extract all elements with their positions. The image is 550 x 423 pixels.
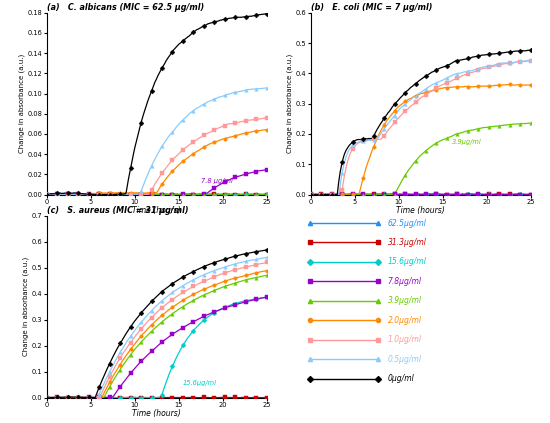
X-axis label: Time (hours): Time (hours) [133, 206, 181, 215]
Text: 0.5μg/ml: 0.5μg/ml [388, 355, 421, 364]
Text: (b)   E. coli (MIC = 7 μg/ml): (b) E. coli (MIC = 7 μg/ml) [311, 3, 432, 12]
Text: 15.6μg/ml: 15.6μg/ml [388, 258, 426, 266]
Text: 62.5μg/ml: 62.5μg/ml [388, 219, 426, 228]
X-axis label: Time (hours): Time (hours) [133, 409, 181, 418]
Y-axis label: Change in absorbance (a.u.): Change in absorbance (a.u.) [287, 54, 293, 153]
Y-axis label: Change in absorbance (a.u.): Change in absorbance (a.u.) [23, 257, 29, 356]
Text: 7.8 μg/ml: 7.8 μg/ml [201, 179, 233, 184]
Text: 15.6μg/ml: 15.6μg/ml [183, 380, 217, 386]
Text: 0μg/ml: 0μg/ml [388, 374, 414, 383]
Text: (a)   C. albicans (MIC = 62.5 μg/ml): (a) C. albicans (MIC = 62.5 μg/ml) [47, 3, 204, 12]
Text: 7.8μg/ml: 7.8μg/ml [388, 277, 421, 286]
Text: 31.3μg/ml: 31.3μg/ml [388, 238, 426, 247]
Text: 2.0μg/ml: 2.0μg/ml [388, 316, 421, 325]
Text: 3.9μg/ml: 3.9μg/ml [452, 138, 481, 145]
Text: 1.0μg/ml: 1.0μg/ml [388, 335, 421, 344]
Text: (c)   S. aureus (MIC = 31 μg/ml): (c) S. aureus (MIC = 31 μg/ml) [47, 206, 188, 215]
Y-axis label: Change in absorbance (a.u.): Change in absorbance (a.u.) [19, 54, 25, 153]
X-axis label: Time (hours): Time (hours) [397, 206, 445, 215]
Text: 3.9μg/ml: 3.9μg/ml [388, 297, 421, 305]
